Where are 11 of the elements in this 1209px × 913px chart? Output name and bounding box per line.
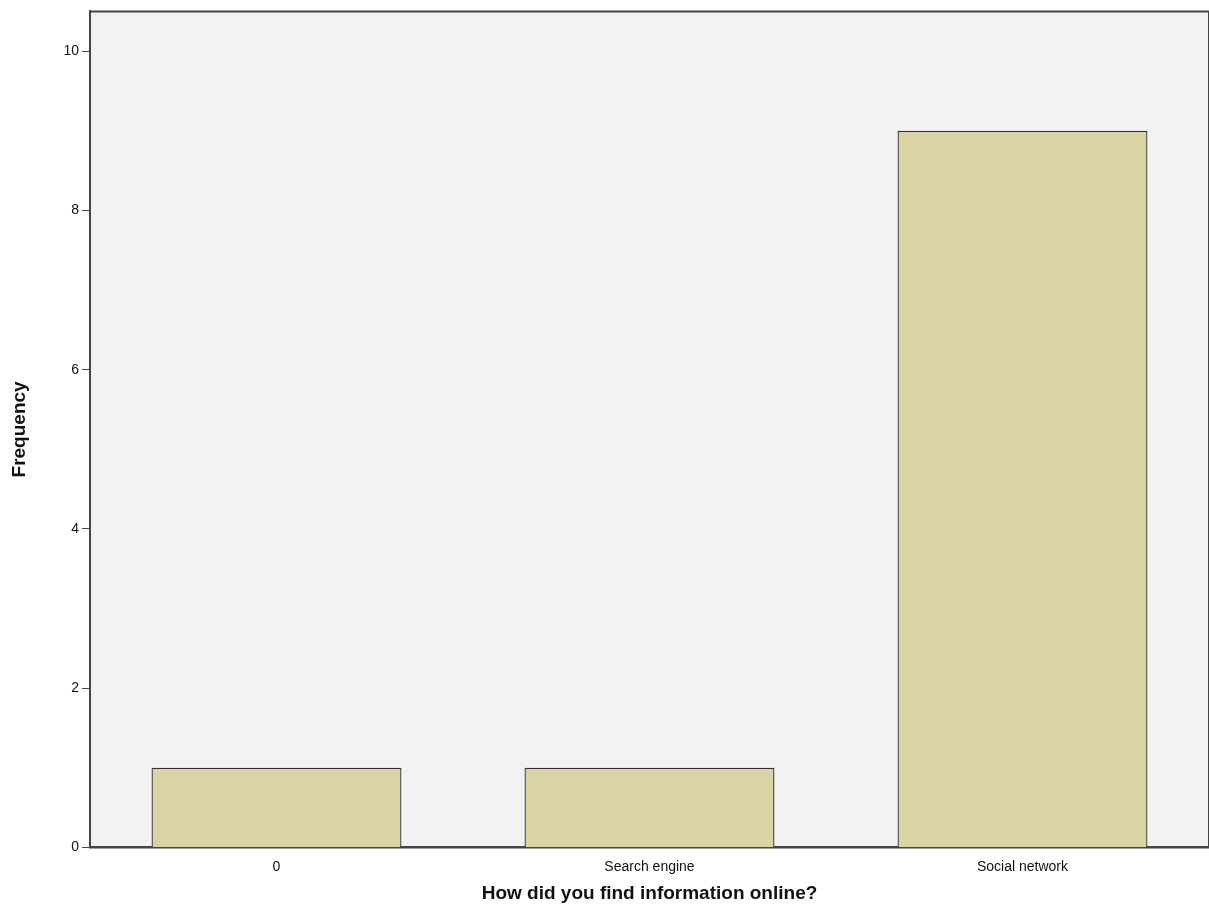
y-tick-label: 6 bbox=[71, 360, 80, 377]
x-tick-label: Social network bbox=[976, 857, 1070, 874]
x-axis-title: How did you find information online? bbox=[481, 881, 818, 903]
x-tick-label: 0 bbox=[272, 857, 281, 874]
y-axis-title: Frequency bbox=[7, 380, 29, 478]
y-tick-label: 0 bbox=[71, 838, 80, 855]
y-tick-label: 2 bbox=[71, 679, 80, 696]
x-tick-label: Search engine bbox=[604, 857, 695, 874]
y-tick-label: 4 bbox=[71, 519, 80, 536]
y-tick-label: 8 bbox=[71, 201, 80, 218]
y-tick-label: 10 bbox=[63, 42, 80, 59]
